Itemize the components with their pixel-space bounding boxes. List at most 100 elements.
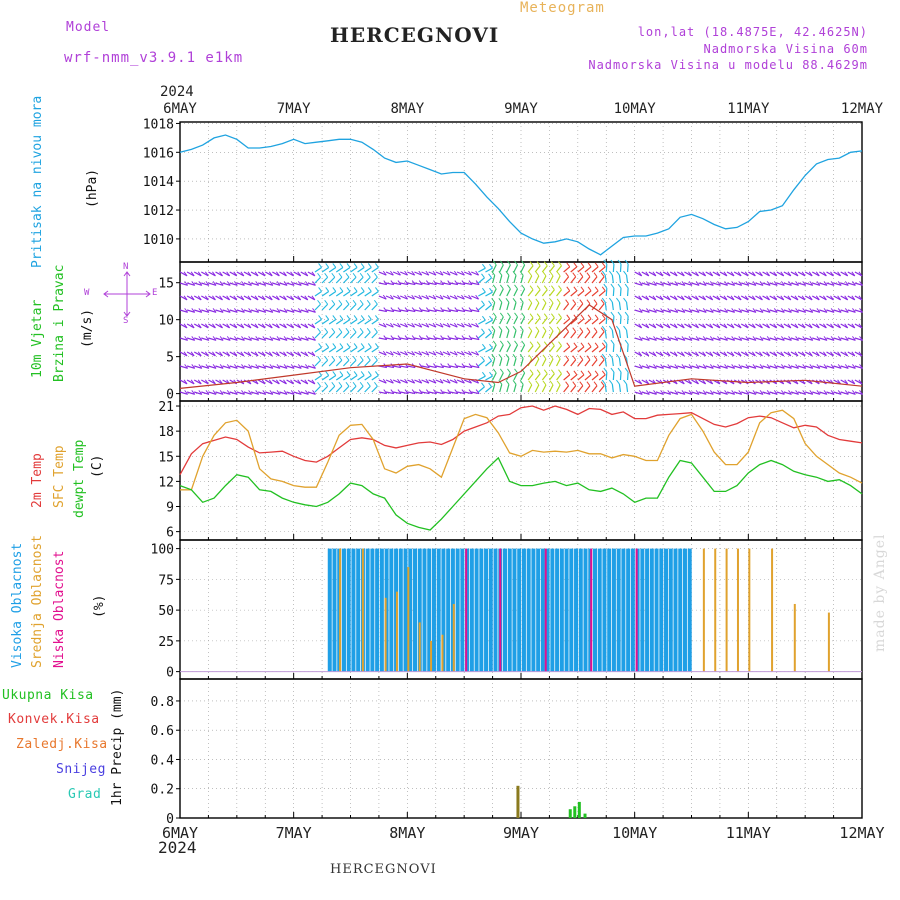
t2m-line <box>179 405 863 476</box>
wind-barb-flag <box>673 323 678 329</box>
high-cloud-bar <box>356 548 361 672</box>
wind-barb <box>385 271 394 276</box>
wind-barb-flag <box>600 299 605 305</box>
wind-barb <box>556 289 562 297</box>
wind-barb <box>513 302 517 311</box>
wind-barb <box>783 351 792 357</box>
wind-barb-flag <box>339 263 344 268</box>
wind-barb-flag <box>197 323 202 329</box>
wind-barb <box>669 351 678 357</box>
wind-barb <box>499 372 504 381</box>
wind-barb <box>321 359 329 367</box>
wind-barb <box>250 323 259 329</box>
wind-barb-flag <box>197 379 202 385</box>
wind-barb <box>691 391 700 395</box>
y-tick-label: 5 <box>166 351 174 366</box>
wind-barb <box>570 303 577 311</box>
wind-barb-flag <box>191 336 196 341</box>
wind-barb <box>407 323 415 328</box>
wind-barb <box>555 384 561 393</box>
wind-barb-flag <box>268 323 273 329</box>
wind-barb-flag <box>290 364 295 369</box>
wind-barb <box>641 295 650 301</box>
wind-barb <box>477 277 485 284</box>
wind-barb <box>513 288 519 297</box>
wind-barb <box>527 384 533 393</box>
wind-barb <box>222 295 230 301</box>
wind-barb <box>520 330 524 339</box>
wind-barb <box>625 301 629 311</box>
wind-barb-flag <box>695 308 700 313</box>
wind-barb <box>797 391 806 395</box>
wind-barb-flag <box>304 323 309 329</box>
wind-barb <box>755 271 763 277</box>
wind-barb <box>719 391 728 395</box>
wind-barb <box>328 276 336 284</box>
wind-barb <box>428 271 437 276</box>
wind-barb <box>854 295 863 301</box>
wind-barb <box>300 351 309 357</box>
wind-barb <box>272 337 281 341</box>
wind-barb-flag <box>489 287 493 293</box>
wind-barb-flag <box>653 336 657 341</box>
wind-barb-flag <box>667 281 672 286</box>
wind-barb-flag <box>851 295 856 301</box>
wind-barb-flag <box>659 271 664 277</box>
wind-barb-flag <box>616 270 620 276</box>
wind-barb <box>265 365 274 369</box>
wind-barb <box>598 290 606 297</box>
wind-barb <box>598 346 606 353</box>
wind-barb <box>265 309 274 313</box>
wind-barb <box>634 379 642 385</box>
wind-barb-flag <box>638 308 643 313</box>
wind-barb-flag <box>681 390 686 395</box>
wind-barb-flag <box>375 371 379 376</box>
wind-barb <box>201 391 210 395</box>
wind-barb-flag <box>373 327 378 333</box>
wind-barb-flag <box>660 390 665 395</box>
high-cloud-bar <box>479 548 484 672</box>
high-cloud-bar <box>664 548 669 672</box>
wind-barb-flag <box>353 263 358 268</box>
wind-barb <box>393 309 402 313</box>
wind-barb <box>625 383 629 393</box>
wind-barb-flag <box>205 364 210 369</box>
wind-barb-flag <box>389 350 394 356</box>
wind-barb <box>726 282 735 286</box>
wind-barb-flag <box>667 308 672 313</box>
wind-barb-flag <box>183 295 188 301</box>
wind-barb <box>591 290 599 297</box>
wind-barb-flag <box>247 295 252 301</box>
wind-barb <box>215 271 223 277</box>
wind-barb <box>847 282 856 286</box>
wind-barb <box>264 323 273 329</box>
wind-barb <box>534 330 540 339</box>
wind-barb <box>201 337 210 341</box>
wind-barb <box>847 309 856 313</box>
wind-barb-flag <box>262 281 267 286</box>
wind-barb-flag <box>312 390 316 395</box>
wind-barb-flag <box>773 271 778 277</box>
wind-barb-flag <box>261 351 266 357</box>
wind-barb <box>783 282 792 286</box>
wind-barb <box>464 282 473 286</box>
wind-barb <box>847 365 856 369</box>
wind-barb-flag <box>254 351 259 357</box>
mid-cloud-bar <box>339 548 342 672</box>
wind-barb-flag <box>529 285 534 291</box>
wind-barb <box>563 303 570 311</box>
wind-barb <box>670 282 679 286</box>
wind-barb-flag <box>844 336 849 341</box>
wind-barb <box>812 282 821 286</box>
high-cloud-bar <box>597 548 602 672</box>
wind-barb <box>563 276 570 284</box>
wind-barb-flag <box>411 280 416 285</box>
wind-barb <box>648 282 657 286</box>
wind-barb-flag <box>439 350 444 356</box>
wind-barb <box>385 391 394 395</box>
wind-barb-flag <box>617 259 622 265</box>
wind-barb <box>840 271 848 277</box>
wind-barb <box>612 287 615 297</box>
wind-barb-flag <box>305 308 309 313</box>
high-cloud-bar <box>540 548 545 672</box>
